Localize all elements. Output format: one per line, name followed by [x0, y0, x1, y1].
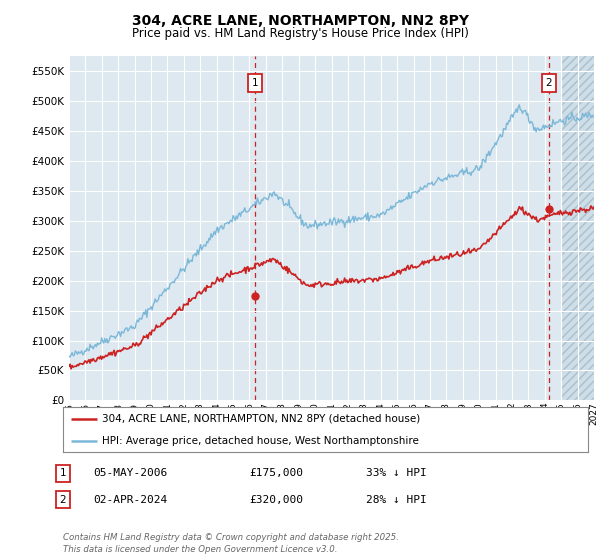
Text: 33% ↓ HPI: 33% ↓ HPI — [366, 468, 427, 478]
Text: HPI: Average price, detached house, West Northamptonshire: HPI: Average price, detached house, West… — [103, 436, 419, 446]
Text: Price paid vs. HM Land Registry's House Price Index (HPI): Price paid vs. HM Land Registry's House … — [131, 27, 469, 40]
Text: 1: 1 — [59, 468, 67, 478]
Text: 2: 2 — [59, 494, 67, 505]
Text: 304, ACRE LANE, NORTHAMPTON, NN2 8PY: 304, ACRE LANE, NORTHAMPTON, NN2 8PY — [131, 14, 469, 28]
Text: 28% ↓ HPI: 28% ↓ HPI — [366, 494, 427, 505]
Text: £175,000: £175,000 — [249, 468, 303, 478]
Text: 02-APR-2024: 02-APR-2024 — [93, 494, 167, 505]
Text: 1: 1 — [252, 78, 259, 88]
Bar — [561, 56, 594, 400]
Text: 2: 2 — [545, 78, 552, 88]
Text: 05-MAY-2006: 05-MAY-2006 — [93, 468, 167, 478]
Text: £320,000: £320,000 — [249, 494, 303, 505]
Bar — [561, 56, 594, 400]
Text: Contains HM Land Registry data © Crown copyright and database right 2025.
This d: Contains HM Land Registry data © Crown c… — [63, 533, 399, 554]
Text: 304, ACRE LANE, NORTHAMPTON, NN2 8PY (detached house): 304, ACRE LANE, NORTHAMPTON, NN2 8PY (de… — [103, 414, 421, 424]
